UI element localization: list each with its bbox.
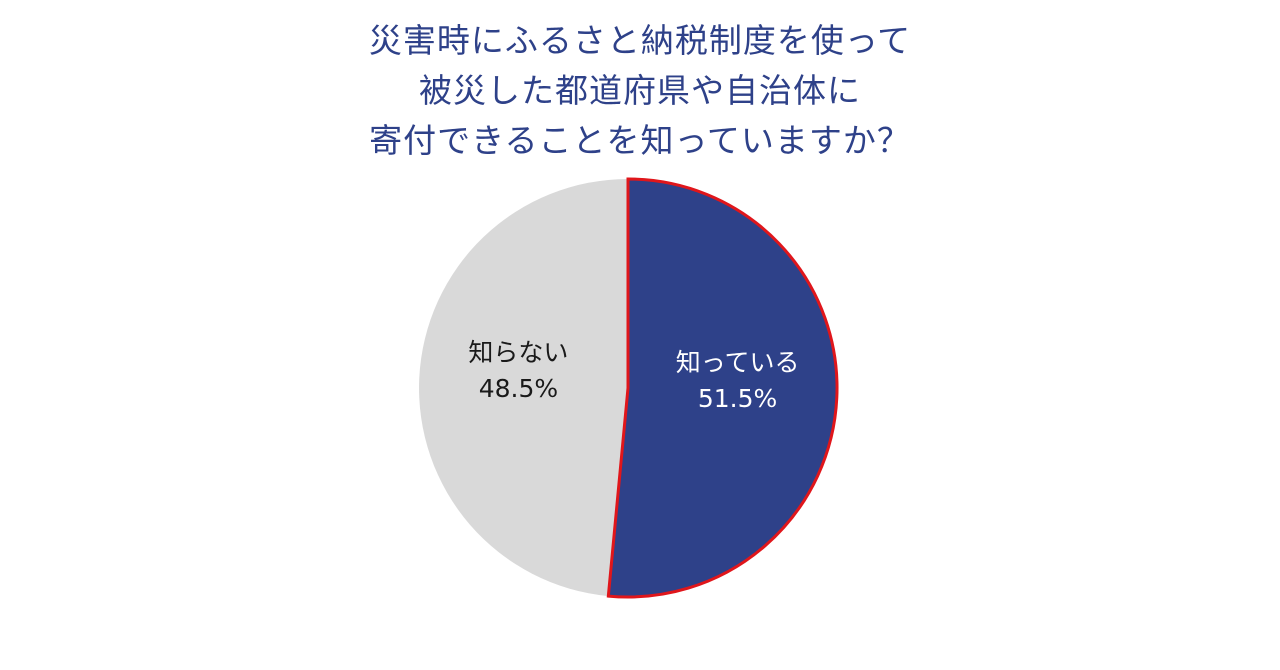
pie-slice-2 (419, 179, 628, 597)
slice-label-2: 知らない (468, 338, 568, 367)
chart-title-line-1: 災害時にふるさと納税制度を使って (368, 21, 912, 60)
chart-title-line-3: 寄付できることを知っていますか？ (369, 121, 911, 160)
pie-labels: 知っている 51.5% 知らない 48.5% (468, 338, 799, 413)
pie-slices (419, 177, 839, 599)
chart-title-line-2: 被災した都道府県や自治体に (419, 71, 861, 110)
pie-slice-1 (606, 177, 839, 599)
slice-value-2: 48.5% (479, 374, 558, 403)
chart-title: 災害時にふるさと納税制度を使って 被災した都道府県や自治体に 寄付できることを知… (0, 16, 1280, 166)
slice-value-1: 51.5% (698, 384, 777, 413)
slice-label-1: 知っている (676, 348, 800, 377)
